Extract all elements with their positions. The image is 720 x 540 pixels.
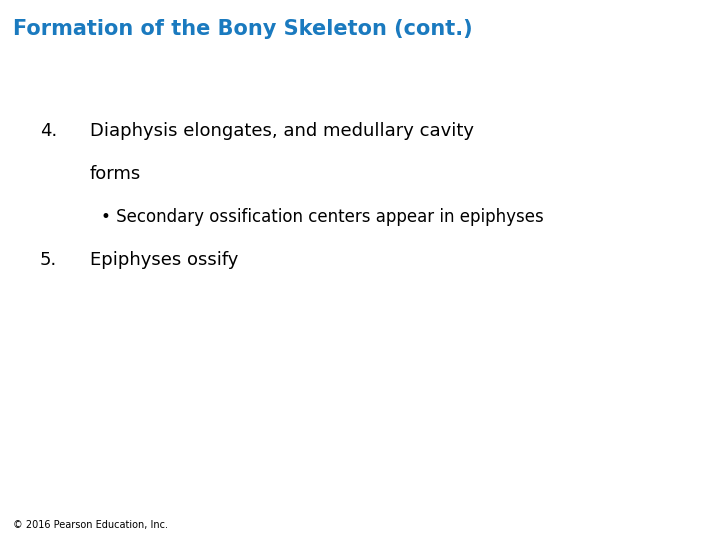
Text: © 2016 Pearson Education, Inc.: © 2016 Pearson Education, Inc. bbox=[13, 520, 168, 530]
Text: 5.: 5. bbox=[40, 251, 57, 269]
Text: Formation of the Bony Skeleton (cont.): Formation of the Bony Skeleton (cont.) bbox=[13, 19, 472, 39]
Text: forms: forms bbox=[90, 165, 141, 183]
Text: Epiphyses ossify: Epiphyses ossify bbox=[90, 251, 238, 269]
Text: • Secondary ossification centers appear in epiphyses: • Secondary ossification centers appear … bbox=[101, 208, 544, 226]
Text: Diaphysis elongates, and medullary cavity: Diaphysis elongates, and medullary cavit… bbox=[90, 122, 474, 139]
Text: 4.: 4. bbox=[40, 122, 57, 139]
